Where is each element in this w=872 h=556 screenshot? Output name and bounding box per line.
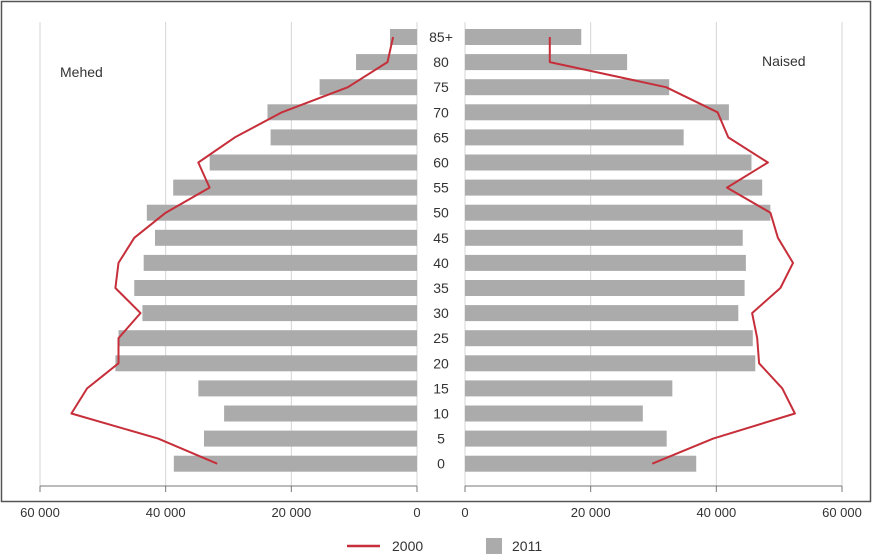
x-tick-label-right-0: 0 <box>461 505 468 520</box>
age-label-5: 5 <box>437 431 445 447</box>
bar-left-70 <box>267 104 417 121</box>
age-labels: 0 5 10 15 20 25 30 35 40 45 50 55 60 65 70 75 80 85+ <box>429 29 453 472</box>
bar-right-85+ <box>465 29 582 45</box>
x-tick-label-left-2: 20 000 <box>271 505 311 520</box>
legend-bar-swatch <box>486 538 502 554</box>
bar-left-60 <box>209 154 417 171</box>
bar-right-55 <box>465 179 763 196</box>
age-label-65: 65 <box>433 129 449 145</box>
bar-left-85+ <box>389 29 417 45</box>
bar-right-25 <box>465 330 753 347</box>
bar-left-15 <box>198 380 417 397</box>
bar-left-25 <box>118 330 418 347</box>
age-label-30: 30 <box>433 305 449 321</box>
bar-right-75 <box>465 79 670 96</box>
age-label-15: 15 <box>433 380 449 396</box>
age-label-0: 0 <box>437 456 445 472</box>
age-label-50: 50 <box>433 205 449 221</box>
bar-left-5 <box>203 430 417 447</box>
x-tick-label-left-0: 60 000 <box>20 505 60 520</box>
age-label-85+: 85+ <box>429 29 453 45</box>
bar-right-10 <box>465 405 643 422</box>
x-tick-label-right-3: 60 000 <box>822 505 862 520</box>
right-side-label: Naised <box>762 53 806 69</box>
bar-right-80 <box>465 54 628 71</box>
bar-right-45 <box>465 229 743 246</box>
axes <box>39 485 843 492</box>
x-tick-label-right-1: 20 000 <box>571 505 611 520</box>
bar-left-0 <box>173 455 417 472</box>
bar-right-50 <box>465 204 771 221</box>
bar-right-65 <box>465 129 684 146</box>
bar-right-0 <box>465 455 697 472</box>
bar-left-20 <box>115 355 418 372</box>
left-side-label: Mehed <box>60 64 103 80</box>
bar-right-60 <box>465 154 752 171</box>
bar-left-75 <box>319 79 417 96</box>
bar-left-40 <box>143 254 418 271</box>
bar-left-55 <box>173 179 417 196</box>
age-label-20: 20 <box>433 355 449 371</box>
legend-bar-label: 2011 <box>512 538 542 554</box>
bar-right-15 <box>465 380 673 397</box>
line-left-2000 <box>70 36 395 465</box>
plot-frame <box>0 0 872 503</box>
age-label-35: 35 <box>433 280 449 296</box>
age-label-60: 60 <box>433 155 449 171</box>
bar-right-30 <box>465 305 739 322</box>
age-label-10: 10 <box>433 406 449 422</box>
line-right-2000 <box>548 37 796 465</box>
bar-right-5 <box>465 430 667 447</box>
age-label-25: 25 <box>433 330 449 346</box>
bar-left-30 <box>142 305 417 322</box>
bar-right-70 <box>465 104 729 121</box>
legend: 2000 2011 <box>347 538 542 554</box>
legend-line-label: 2000 <box>392 538 423 554</box>
bar-left-35 <box>134 280 417 296</box>
age-label-75: 75 <box>433 79 449 95</box>
bar-right-40 <box>465 254 746 271</box>
lines-2000 <box>70 36 796 465</box>
x-tick-label-right-2: 40 000 <box>696 505 736 520</box>
bar-left-50 <box>146 204 418 221</box>
age-label-80: 80 <box>433 54 449 70</box>
x-tick-label-left-1: 40 000 <box>146 505 186 520</box>
age-label-55: 55 <box>433 180 449 196</box>
age-label-45: 45 <box>433 230 449 246</box>
x-tick-label-left-3: 0 <box>413 505 420 520</box>
age-label-70: 70 <box>433 104 449 120</box>
age-label-40: 40 <box>433 255 449 271</box>
bar-right-35 <box>465 280 745 296</box>
x-tick-labels: 60 000 40 000 20 000 0 0 20 000 40 000 60 000 <box>20 505 862 520</box>
bar-right-20 <box>465 355 756 372</box>
bars-2011 <box>115 29 771 472</box>
bar-left-65 <box>270 129 417 146</box>
bar-left-45 <box>154 229 418 246</box>
bar-left-10 <box>224 405 417 422</box>
